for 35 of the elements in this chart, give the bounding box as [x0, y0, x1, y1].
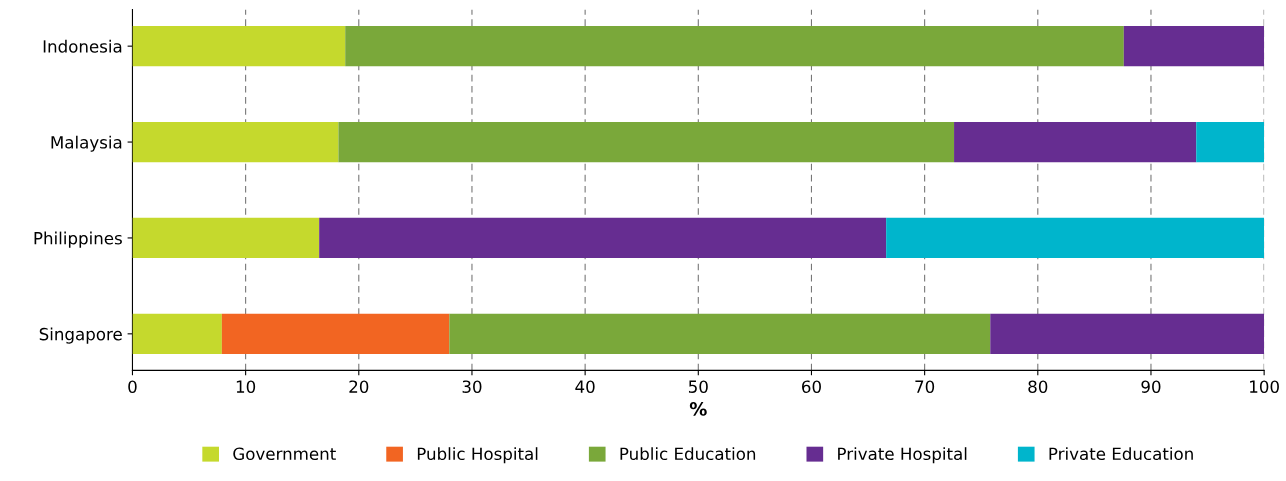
x-tick-label: 0: [128, 380, 137, 393]
x-tick-label: 90: [1141, 380, 1161, 393]
y-tick-label: Singapore: [39, 327, 122, 344]
x-tick-label: 60: [802, 380, 821, 393]
bar: [338, 121, 955, 163]
bar: [954, 121, 1197, 163]
x-tick-label: 20: [349, 380, 369, 393]
bar: [886, 217, 1265, 259]
bar: [1196, 121, 1265, 163]
y-tick-label: Philippines: [34, 231, 122, 248]
x-tick-label: 70: [915, 380, 935, 393]
x-tick-label: 80: [1028, 380, 1048, 393]
bar: [1123, 26, 1265, 67]
x-tick-label: 40: [575, 380, 595, 393]
y-tick-label: Indonesia: [43, 39, 122, 53]
legend-label: Public Education: [620, 447, 756, 461]
x-tick-label: 30: [462, 380, 482, 393]
bar: [132, 121, 339, 163]
x-axis-title: %: [689, 402, 707, 416]
legend-label: Private Education: [1049, 447, 1193, 461]
x-tick-label: 100: [1250, 380, 1279, 393]
legend-label: Public Hospital: [417, 447, 538, 464]
bar: [132, 217, 320, 259]
bar: [132, 313, 222, 354]
legend-label: Government: [233, 447, 336, 461]
bar: [319, 217, 887, 259]
bar: [132, 26, 346, 67]
bar: [221, 313, 450, 354]
bar: [449, 313, 991, 354]
x-tick-label: 50: [688, 380, 708, 393]
y-tick-label: Malaysia: [51, 135, 122, 152]
bar: [990, 313, 1265, 354]
x-tick-label: 10: [236, 380, 256, 393]
legend-label: Private Hospital: [838, 447, 967, 464]
bar: [345, 26, 1124, 67]
